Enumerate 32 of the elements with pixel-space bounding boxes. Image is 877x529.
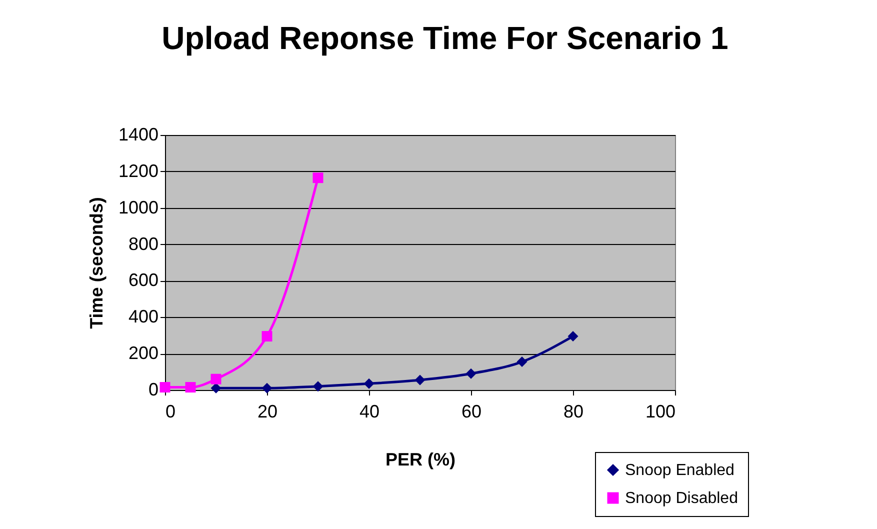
y-tick-label: 0: [148, 380, 158, 400]
point: [262, 382, 272, 394]
point: [210, 374, 222, 384]
point: [516, 356, 528, 368]
point: [185, 382, 196, 393]
legend-label: Snoop Disabled: [625, 490, 738, 507]
point: [466, 368, 476, 379]
legend-label: Snoop Enabled: [625, 462, 734, 479]
x-tick-label: 0: [166, 402, 176, 422]
point: [312, 381, 324, 392]
x-tick-label: 80: [563, 402, 584, 422]
x-axis-title: PER (%): [385, 450, 456, 470]
y-axis-title: Time (seconds): [86, 197, 106, 329]
x-tick-label: 20: [257, 402, 278, 422]
y-tick-label: 1200: [118, 160, 158, 181]
point: [262, 331, 272, 342]
x-tick-label: 40: [359, 402, 380, 422]
point: [568, 331, 578, 342]
x-tick-label: 100: [645, 402, 676, 422]
y-tick-label: 1400: [118, 124, 158, 144]
y-tick-label: 600: [128, 270, 158, 290]
y-tick-label: 1000: [118, 197, 158, 218]
point: [414, 374, 426, 386]
y-tick-label: 800: [128, 234, 158, 254]
point: [210, 382, 222, 394]
chart-title: Upload Reponse Time For Scenario 1: [162, 20, 728, 56]
point: [312, 172, 324, 184]
point: [160, 382, 170, 393]
y-tick-label: 400: [128, 306, 158, 327]
point: [364, 378, 374, 389]
y-tick-label: 200: [128, 343, 158, 364]
x-tick-label: 60: [461, 402, 482, 422]
